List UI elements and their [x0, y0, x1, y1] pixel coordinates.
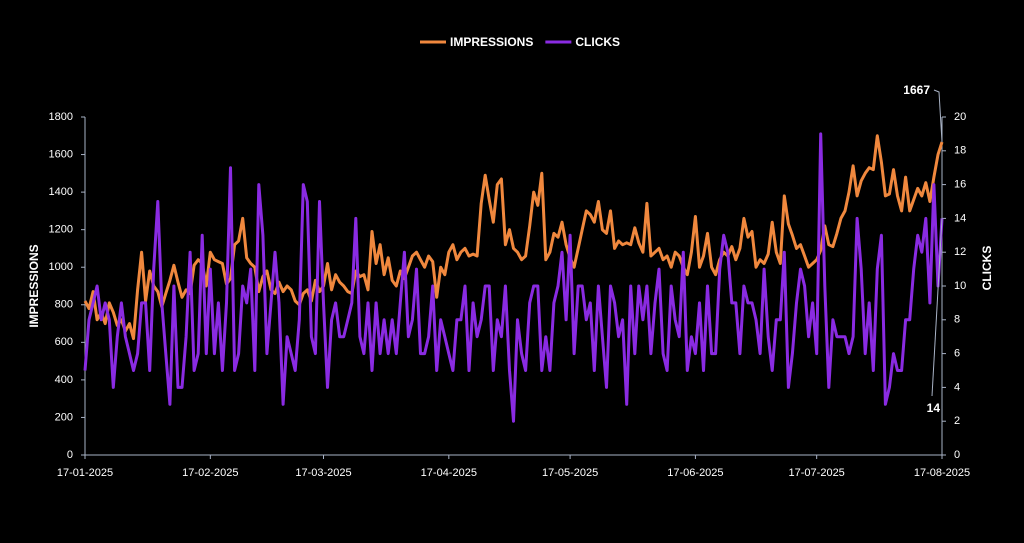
annotation-label: 14 [927, 401, 941, 415]
y2-tick-label: 18 [954, 145, 966, 157]
x-tick-label: 17-06-2025 [667, 467, 723, 479]
x-tick-label: 17-08-2025 [914, 467, 970, 479]
y-tick-label: 0 [67, 449, 73, 461]
y2-tick-label: 16 [954, 179, 966, 191]
y2-tick-label: 2 [954, 415, 960, 427]
legend-label: CLICKS [575, 35, 620, 49]
annotation-leader [931, 218, 943, 397]
y-tick-label: 1600 [49, 148, 73, 160]
y2-tick-label: 12 [954, 246, 966, 258]
y2-tick-label: 4 [954, 381, 960, 393]
y-tick-label: 600 [55, 336, 73, 348]
y2-tick-label: 10 [954, 280, 966, 292]
y-tick-label: 800 [55, 299, 73, 311]
legend-label: IMPRESSIONS [450, 35, 533, 49]
series-line [83, 132, 944, 423]
y-tick-label: 200 [55, 411, 73, 423]
y-tick-label: 400 [55, 374, 73, 386]
x-tick-label: 17-02-2025 [182, 467, 238, 479]
x-tick-label: 17-07-2025 [789, 467, 845, 479]
annotation-label: 1667 [903, 83, 930, 97]
y-tick-label: 1400 [49, 186, 73, 198]
x-tick-label: 17-03-2025 [295, 467, 351, 479]
y-tick-label: 1000 [49, 261, 73, 273]
y-tick-label: 1200 [49, 224, 73, 236]
y2-tick-label: 14 [954, 212, 966, 224]
y2-tick-label: 0 [954, 449, 960, 461]
x-tick-label: 17-01-2025 [57, 467, 113, 479]
annotation-leader [933, 89, 943, 143]
y2-tick-label: 20 [954, 111, 966, 123]
x-tick-label: 17-04-2025 [421, 467, 477, 479]
y2-axis-title: CLICKS [980, 246, 994, 291]
y-axis-title: IMPRESSIONS [27, 244, 41, 327]
y-tick-label: 1800 [49, 111, 73, 123]
y2-tick-label: 8 [954, 314, 960, 326]
y2-tick-label: 6 [954, 348, 960, 360]
x-tick-label: 17-05-2025 [542, 467, 598, 479]
